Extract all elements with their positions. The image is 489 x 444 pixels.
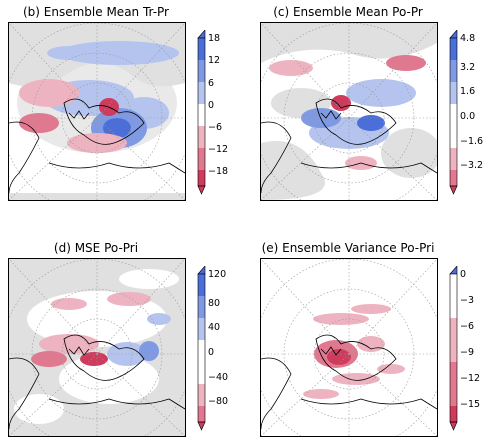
panel-title-e: (e) Ensemble Variance Po-Pri: [255, 241, 441, 255]
tick-label-b-3: 0: [208, 100, 214, 111]
tick-label-d-2: 40: [208, 322, 220, 333]
tick-label-d-3: 0: [208, 347, 214, 358]
tick-label-c-3: 0.0: [460, 111, 475, 122]
tick-label-b-5: −12: [208, 144, 228, 155]
tick-label-c-0: 4.8: [460, 33, 475, 44]
tick-label-d-0: 120: [208, 269, 226, 280]
tick-label-c-2: 1.6: [460, 86, 475, 97]
map-b-svg: [9, 23, 185, 200]
tick-label-c-4: −1.6: [460, 136, 483, 147]
colorbar-b: 18 12 6 0 −6 −12 −18: [192, 30, 242, 200]
tick-label-b-4: −6: [208, 122, 222, 133]
tick-label-b-2: 6: [208, 78, 214, 89]
tick-label-d-4: −40: [208, 372, 228, 383]
tick-label-b-0: 18: [208, 33, 220, 44]
tick-label-d-1: 80: [208, 298, 220, 309]
tick-label-e-1: −3: [460, 295, 474, 306]
colorbar-c: 4.8 3.2 1.6 0.0 −1.6 −3.2: [444, 30, 489, 200]
colorbar-e: 0 −3 −6 −9 −12 −15: [444, 266, 489, 436]
tick-label-e-3: −9: [460, 347, 474, 358]
tick-label-c-5: −3.2: [460, 160, 483, 171]
map-panel-d: [8, 258, 186, 437]
tick-label-e-4: −12: [460, 373, 480, 384]
map-c-svg: [261, 23, 437, 200]
tick-label-b-1: 12: [208, 55, 220, 66]
panel-title-b: (b) Ensemble Mean Tr-Pr: [8, 5, 184, 19]
tick-label-e-0: 0: [460, 269, 466, 280]
tick-label-d-5: −80: [208, 396, 228, 407]
panel-title-c: (c) Ensemble Mean Po-Pr: [260, 5, 436, 19]
tick-label-e-2: −6: [460, 321, 474, 332]
tick-label-e-5: −15: [460, 399, 480, 410]
tick-label-b-6: −18: [208, 166, 228, 177]
map-e-svg: [261, 259, 437, 436]
map-panel-c: [260, 22, 438, 201]
panel-title-d: (d) MSE Po-Pri: [8, 241, 184, 255]
map-panel-e: [260, 258, 438, 437]
colorbar-d: 120 80 40 0 −40 −80: [192, 266, 242, 436]
map-d-svg: [9, 259, 185, 436]
tick-label-c-1: 3.2: [460, 62, 475, 73]
map-panel-b: [8, 22, 186, 201]
